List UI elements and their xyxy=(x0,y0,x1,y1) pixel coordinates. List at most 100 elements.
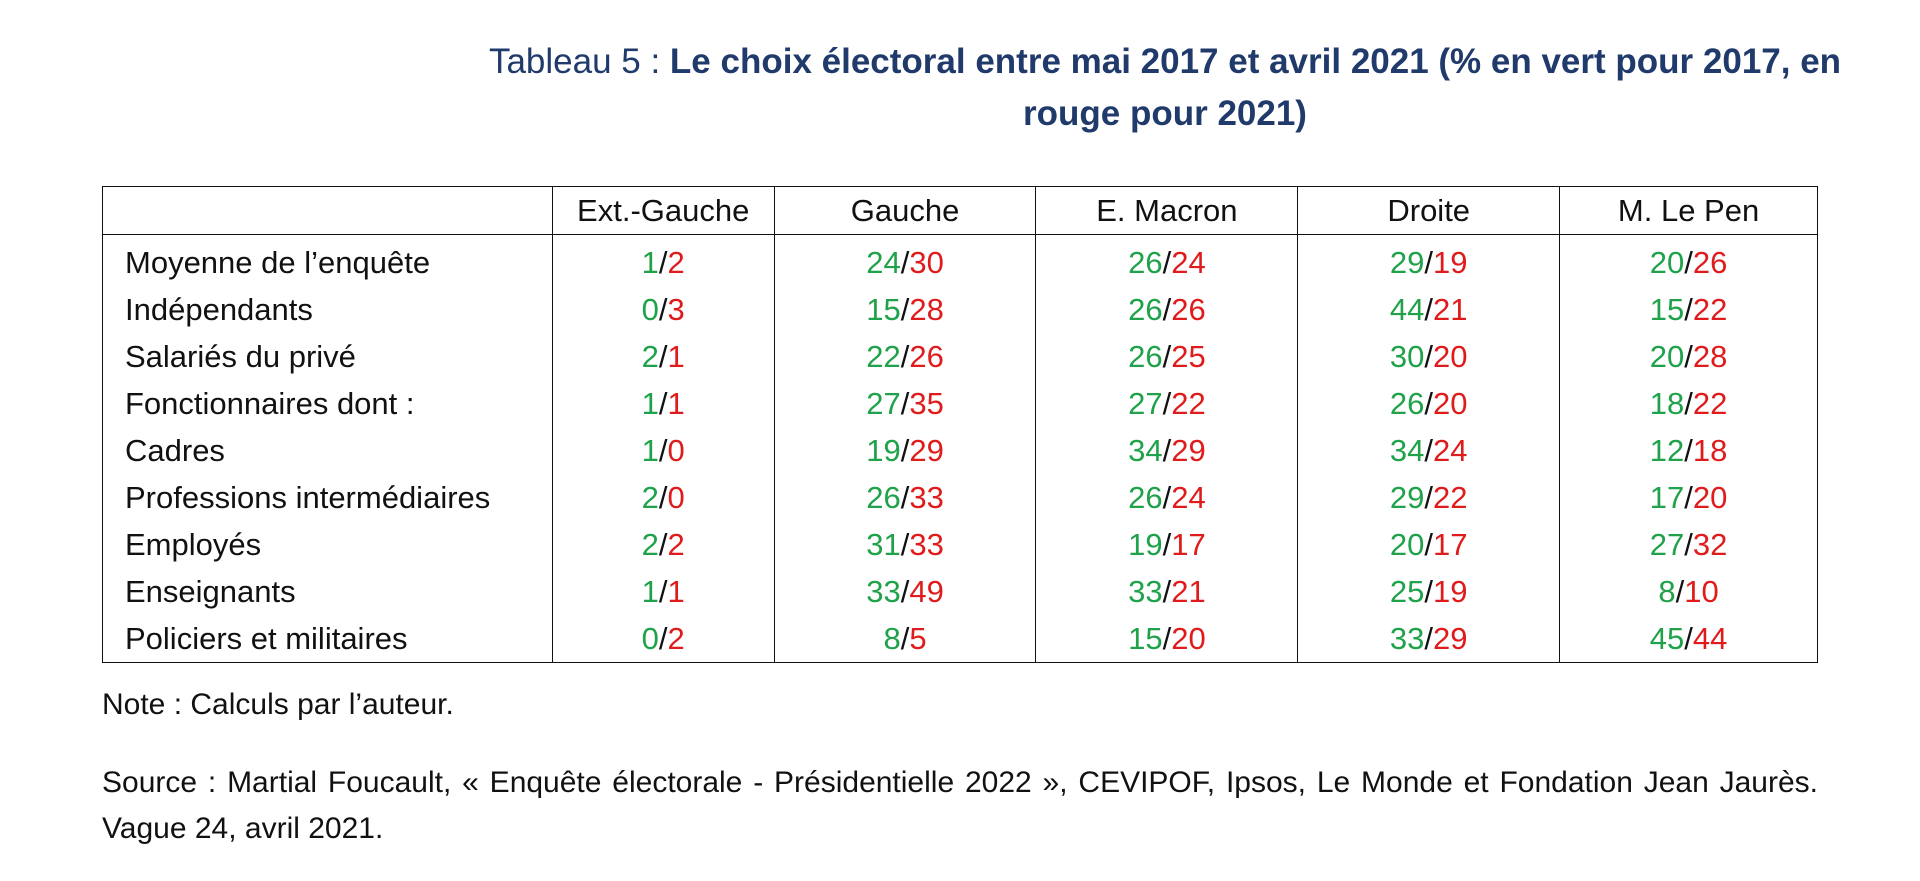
value-2021: 1 xyxy=(667,338,685,374)
value-2017: 34 xyxy=(1128,432,1163,468)
separator: / xyxy=(1162,573,1172,609)
value-2017: 8 xyxy=(1658,573,1676,609)
separator: / xyxy=(900,479,910,515)
separator: / xyxy=(1684,338,1693,374)
value-2017: 12 xyxy=(1649,432,1685,468)
value-2017: 27 xyxy=(1649,526,1685,562)
value-cell: 20/17 xyxy=(1297,521,1561,568)
separator: / xyxy=(1684,385,1693,421)
separator: / xyxy=(1162,432,1172,468)
value-2017: 2 xyxy=(641,338,659,374)
separator: / xyxy=(1675,573,1685,609)
value-2021: 26 xyxy=(1692,244,1728,280)
value-2021: 5 xyxy=(909,620,927,656)
value-2017: 44 xyxy=(1389,291,1425,327)
value-2017: 2 xyxy=(641,479,659,515)
value-cell: 19/17 xyxy=(1035,521,1299,568)
value-2017: 2 xyxy=(641,526,659,562)
value-cell: 30/20 xyxy=(1297,333,1561,380)
row-label: Moyenne de l’enquête xyxy=(102,234,553,286)
separator: / xyxy=(1684,526,1693,562)
value-cell: 0/3 xyxy=(551,286,775,333)
note-text: Note : Calculs par l’auteur. xyxy=(102,688,454,721)
value-2017: 19 xyxy=(866,432,901,468)
value-cell: 8/5 xyxy=(773,615,1037,663)
value-2017: 24 xyxy=(866,244,901,280)
value-2017: 25 xyxy=(1389,573,1425,609)
separator: / xyxy=(900,620,910,656)
value-2021: 20 xyxy=(1692,479,1728,515)
value-2021: 24 xyxy=(1171,479,1206,515)
value-cell: 27/32 xyxy=(1559,521,1818,568)
value-cell: 26/24 xyxy=(1035,234,1299,286)
value-cell: 26/20 xyxy=(1297,380,1561,427)
separator: / xyxy=(1162,526,1172,562)
value-2017: 20 xyxy=(1649,338,1685,374)
value-2017: 33 xyxy=(1128,573,1163,609)
value-2021: 26 xyxy=(909,338,944,374)
table-title-prefix: Tableau 5 : xyxy=(488,42,670,81)
table-row: Indépendants 0/3 15/28 26/26 44/21 15/22 xyxy=(102,286,1818,333)
value-2017: 1 xyxy=(641,573,659,609)
separator: / xyxy=(1684,479,1693,515)
separator: / xyxy=(900,526,910,562)
separator: / xyxy=(1424,479,1434,515)
value-cell: 26/33 xyxy=(773,474,1037,521)
value-2021: 22 xyxy=(1692,291,1728,327)
value-cell: 27/35 xyxy=(773,380,1037,427)
row-label: Enseignants xyxy=(102,568,553,615)
table-body: Moyenne de l’enquête 1/2 24/30 26/24 29/19 20… xyxy=(102,234,1818,663)
value-2021: 49 xyxy=(909,573,944,609)
separator: / xyxy=(658,244,668,280)
value-2017: 15 xyxy=(1649,291,1685,327)
value-2017: 22 xyxy=(866,338,901,374)
separator: / xyxy=(1684,244,1693,280)
value-cell: 26/24 xyxy=(1035,474,1299,521)
value-2017: 15 xyxy=(1128,620,1163,656)
table-title-text: Le choix électoral entre mai 2017 et avr… xyxy=(669,42,1842,133)
separator: / xyxy=(1684,291,1693,327)
value-2021: 18 xyxy=(1692,432,1728,468)
separator: / xyxy=(1424,526,1434,562)
separator: / xyxy=(900,291,910,327)
separator: / xyxy=(1162,385,1172,421)
value-2017: 15 xyxy=(866,291,901,327)
separator: / xyxy=(658,291,668,327)
value-2021: 19 xyxy=(1433,573,1468,609)
row-label: Policiers et militaires xyxy=(102,615,553,663)
header-cell: Ext.-Gauche xyxy=(551,186,775,235)
value-2021: 0 xyxy=(667,479,685,515)
separator: / xyxy=(1424,338,1434,374)
header-cell: E. Macron xyxy=(1035,186,1299,235)
separator: / xyxy=(1424,385,1434,421)
value-2017: 18 xyxy=(1649,385,1685,421)
value-2017: 0 xyxy=(641,620,659,656)
table-row: Enseignants 1/1 33/49 33/21 25/19 8/10 xyxy=(102,568,1818,615)
value-cell: 17/20 xyxy=(1559,474,1818,521)
value-2017: 29 xyxy=(1389,244,1425,280)
value-2021: 44 xyxy=(1692,620,1728,656)
value-cell: 15/28 xyxy=(773,286,1037,333)
value-2017: 20 xyxy=(1389,526,1425,562)
value-2017: 45 xyxy=(1649,620,1685,656)
table-row: Moyenne de l’enquête 1/2 24/30 26/24 29/19 20… xyxy=(102,234,1818,286)
table-row: Cadres 1/0 19/29 34/29 34/24 12/18 xyxy=(102,427,1818,474)
value-2017: 26 xyxy=(1128,244,1163,280)
value-cell: 31/33 xyxy=(773,521,1037,568)
value-cell: 26/26 xyxy=(1035,286,1299,333)
value-2017: 17 xyxy=(1649,479,1685,515)
value-2021: 2 xyxy=(667,526,685,562)
header-cell: Gauche xyxy=(773,186,1037,235)
separator: / xyxy=(1424,620,1434,656)
separator: / xyxy=(900,244,910,280)
value-2021: 19 xyxy=(1433,244,1468,280)
value-cell: 2/0 xyxy=(551,474,775,521)
value-2021: 26 xyxy=(1171,291,1206,327)
header-cell xyxy=(102,186,553,235)
value-2021: 24 xyxy=(1171,244,1206,280)
value-cell: 22/26 xyxy=(773,333,1037,380)
separator: / xyxy=(658,385,668,421)
separator: / xyxy=(658,432,668,468)
value-2017: 30 xyxy=(1389,338,1425,374)
value-2021: 17 xyxy=(1433,526,1468,562)
